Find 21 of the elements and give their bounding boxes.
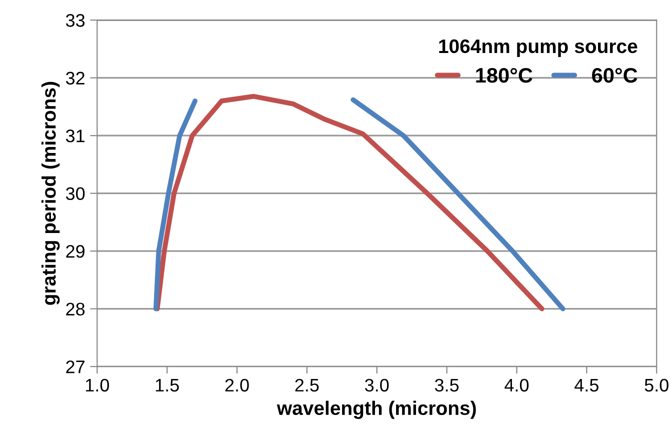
x-tick-label: 2.0	[225, 378, 249, 392]
legend-label: 180°C	[476, 68, 532, 83]
y-tick-label: 29	[66, 245, 84, 258]
x-tick-label: 1.5	[156, 379, 179, 392]
x-tick-label: 3.5	[434, 378, 459, 392]
x-axis-title: wavelength (microns)	[276, 400, 476, 419]
y-tick-label: 30	[66, 187, 85, 200]
x-tick-label: 5.0	[644, 378, 668, 392]
x-tick-label: 4.0	[504, 378, 529, 392]
y-tick-label: 28	[66, 302, 85, 316]
y-tick-label: 33	[66, 14, 85, 27]
y-tick-label: 27	[66, 360, 84, 374]
x-tick-label: 1.0	[86, 378, 109, 392]
y-tick-label: 31	[66, 130, 84, 142]
y-tick-label: 32	[66, 72, 84, 85]
y-axis-title: grating period (microns)	[41, 82, 60, 305]
x-tick-label: 4.5	[574, 379, 598, 392]
x-tick-label: 2.5	[295, 378, 319, 392]
legend-title: 1064nm pump source	[439, 39, 638, 57]
x-tick-label: 3.0	[365, 378, 389, 392]
legend-label: 60°C	[592, 68, 638, 83]
